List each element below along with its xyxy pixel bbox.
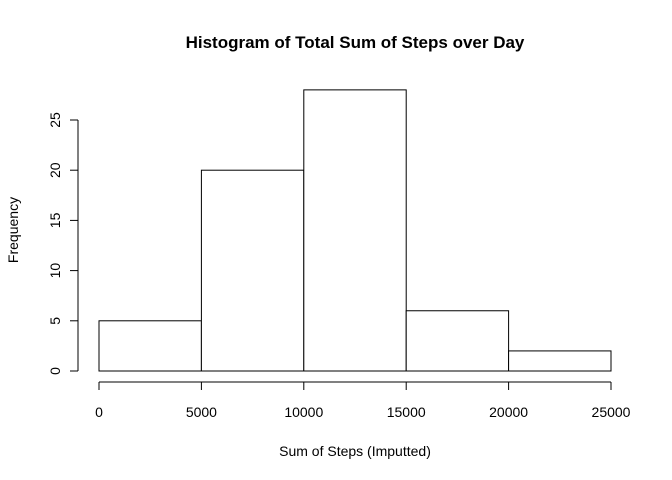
- y-tick-label: 20: [47, 162, 63, 178]
- y-tick-label: 0: [47, 367, 63, 375]
- x-axis: 0 5000 10000 15000 20000 25000: [95, 381, 631, 420]
- x-axis-label: Sum of Steps (Imputted): [279, 443, 431, 459]
- bars-group: [98, 89, 612, 372]
- chart-title: Histogram of Total Sum of Steps over Day: [186, 33, 525, 52]
- histogram-bar-3: [303, 89, 407, 372]
- x-tick-label: 15000: [387, 404, 426, 420]
- y-tick-label: 5: [47, 317, 63, 325]
- histogram-bar-2: [200, 169, 305, 372]
- x-tick-label: 5000: [186, 404, 217, 420]
- y-axis: 0 5 10 15 20 25: [47, 112, 79, 375]
- x-tick-label: 10000: [284, 404, 323, 420]
- x-tick-label: 25000: [592, 404, 631, 420]
- y-tick-label: 15: [47, 212, 63, 228]
- y-tick-label: 25: [47, 112, 63, 128]
- x-tick-label: 20000: [489, 404, 528, 420]
- histogram-bar-1: [98, 320, 202, 372]
- histogram-bar-5: [508, 350, 612, 372]
- histogram-bar-4: [405, 310, 510, 372]
- x-tick-label: 0: [95, 404, 103, 420]
- y-axis-label: Frequency: [5, 197, 21, 263]
- y-tick-label: 10: [47, 263, 63, 279]
